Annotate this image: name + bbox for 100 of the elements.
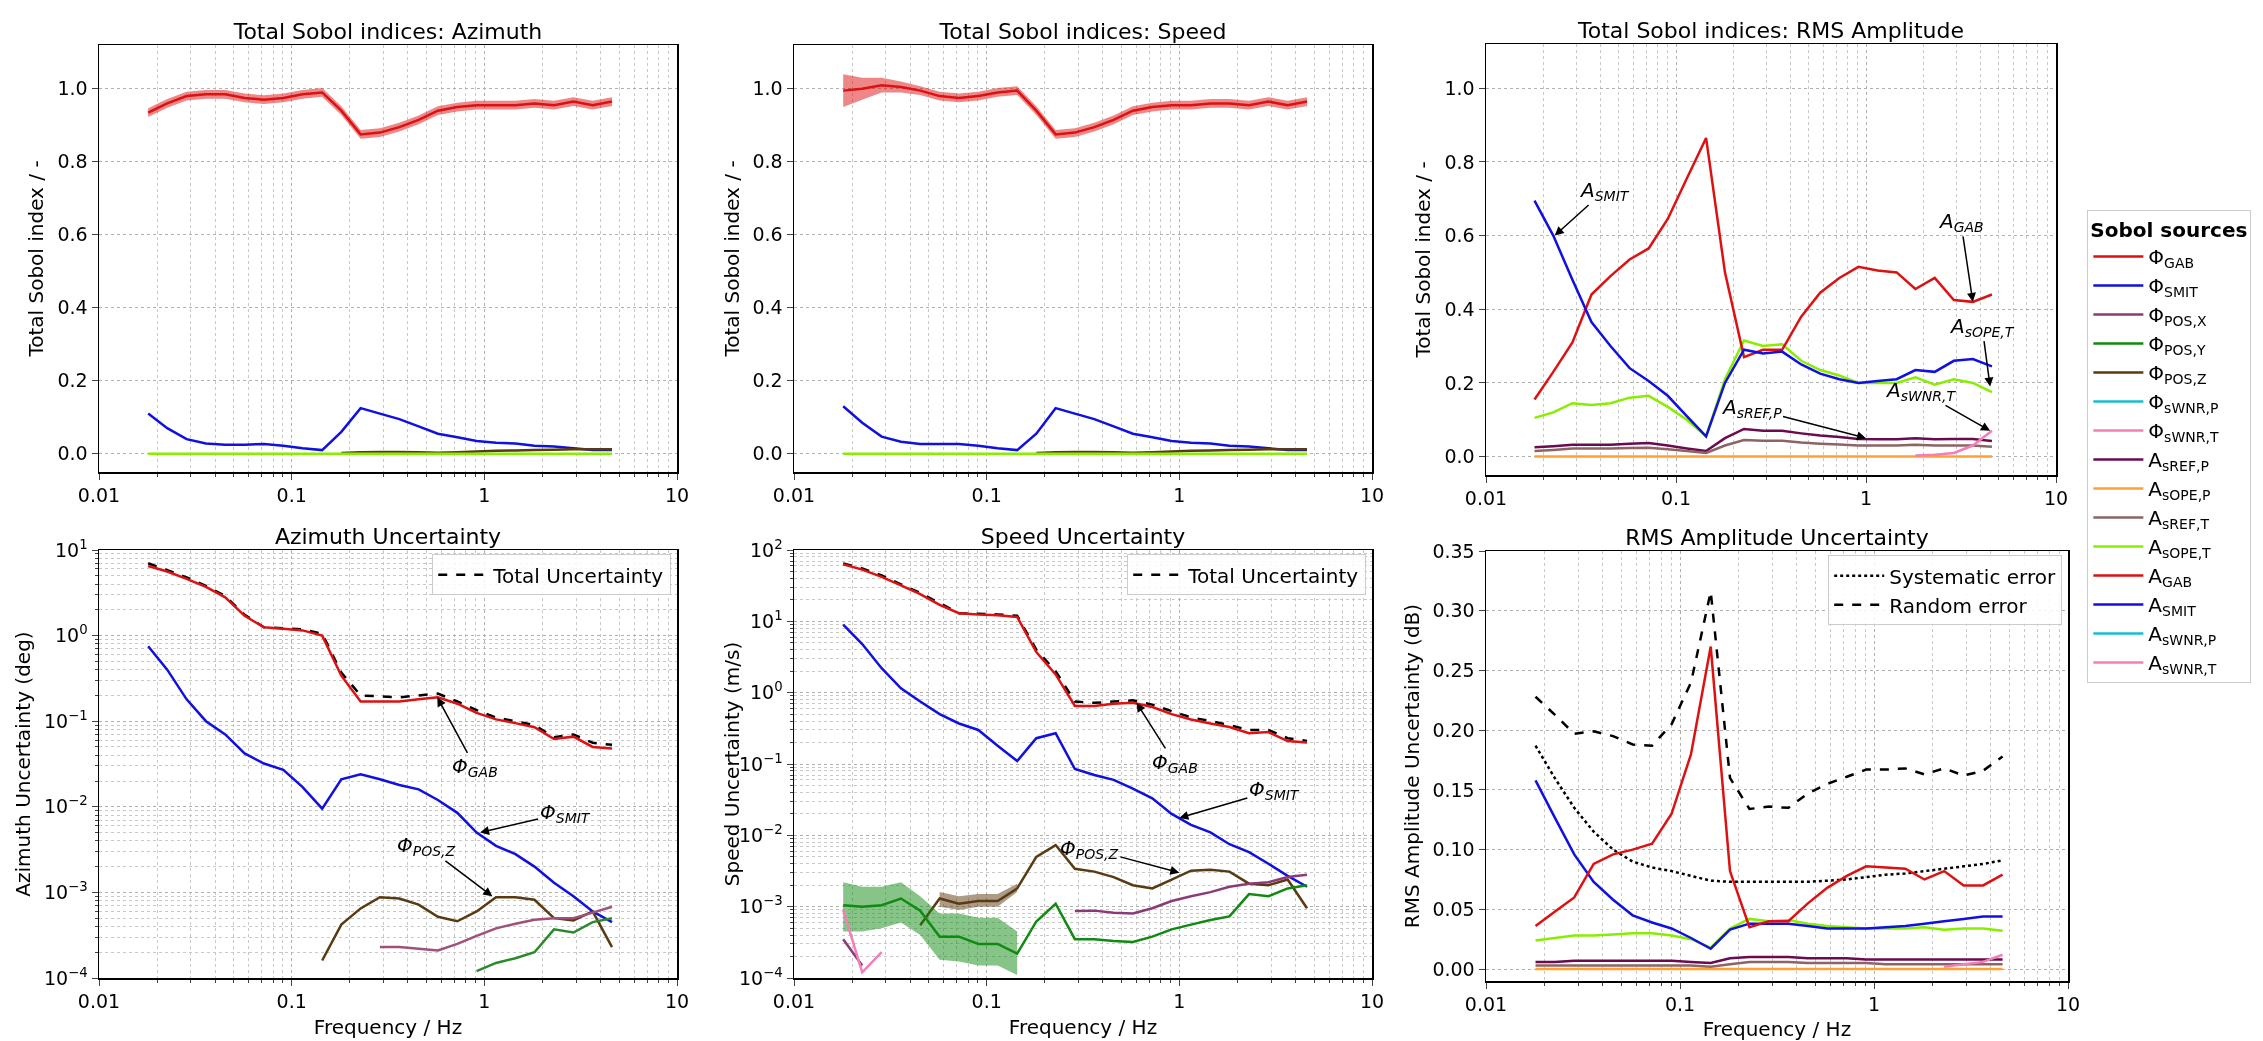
y-tick-label: 0.6	[752, 223, 783, 246]
legend-label: Φ$_{SMIT}$	[2148, 274, 2199, 301]
legend-title: Sobol sources	[2090, 217, 2248, 242]
y-tick-label: 10$^{1}$	[750, 608, 783, 632]
x-tick-label: 10	[664, 484, 690, 507]
y-tick-label: 0.30	[1432, 599, 1475, 622]
legend-label: Φ$_{POS,X}$	[2148, 303, 2207, 330]
y-tick-label: 0.4	[1444, 297, 1475, 320]
x-tick-label: 1	[1173, 484, 1186, 507]
legend-label: A$_{GAB}$	[2148, 564, 2193, 591]
legend-label: A$_{SMIT}$	[2148, 593, 2197, 620]
x-tick-label: 10	[2055, 993, 2081, 1016]
y-tick-label: 10$^{−3}$	[738, 893, 783, 918]
y-tick-label: 0.0	[57, 442, 88, 465]
annotation: A$_{GAB}$	[1938, 209, 1984, 236]
y-tick-label: 10$^{1}$	[55, 536, 88, 561]
x-tick-label: 0.01	[772, 484, 816, 507]
y-tick-label: 0.8	[1444, 150, 1475, 173]
x-axis-title: Frequency / Hz	[1008, 1014, 1158, 1039]
x-tick-label: 0.01	[77, 990, 121, 1013]
x-tick-label: 1	[1867, 993, 1881, 1016]
y-axis-title: Total Sobol index / -	[24, 160, 49, 358]
y-tick-label: 0.35	[1432, 539, 1475, 562]
y-tick-label: 0.20	[1432, 718, 1475, 741]
x-tick-label: 1	[478, 484, 491, 507]
line-series	[146, 645, 614, 924]
line-series	[841, 83, 1309, 136]
x-axis-title: Frequency / Hz	[313, 1014, 463, 1039]
legend-label: Total Uncertainty	[1187, 563, 1359, 588]
annotation: A$_{sOPE,T}$	[1949, 314, 2015, 341]
legend-label: A$_{sREF,P}$	[2148, 448, 2209, 475]
line-series	[1534, 779, 2004, 950]
chart-title: RMS Amplitude Uncertainty	[1625, 525, 1929, 550]
x-tick-label: 1	[1859, 487, 1873, 510]
y-tick-label: 10$^{2}$	[750, 536, 783, 561]
line-series	[1533, 438, 1994, 455]
legend-label: Φ$_{GAB}$	[2148, 245, 2195, 272]
x-tick-label: 0.01	[77, 484, 121, 507]
annotation: A$_{sREF,P}$	[1721, 395, 1783, 422]
y-tick-label: 0.0	[752, 442, 783, 465]
legend-label: Φ$_{POS,Y}$	[2148, 332, 2206, 359]
y-axis-title: Total Sobol index / -	[1411, 161, 1436, 359]
legend-label: Systematic error	[1889, 564, 2056, 589]
x-axis-title: Frequency / Hz	[1702, 1017, 1852, 1041]
legend-label: Φ$_{POS,Z}$	[2148, 361, 2207, 388]
y-tick-label: 0.0	[1444, 445, 1475, 468]
x-tick-label: 0.1	[1664, 993, 1696, 1016]
legend-label: Random error	[1889, 593, 2028, 618]
y-tick-label: 10$^{−1}$	[43, 707, 88, 732]
y-tick-label: 10$^{0}$	[55, 622, 88, 647]
legend-label: A$_{sWNR,P}$	[2148, 622, 2217, 649]
y-tick-label: 0.8	[57, 150, 88, 173]
annotation: Φ$_{POS,Z}$	[1060, 836, 1119, 863]
x-tick-label: 0.1	[276, 990, 307, 1013]
chart-title: Azimuth Uncertainty	[274, 524, 502, 549]
line-series	[841, 623, 1309, 889]
x-tick-label: 0.1	[276, 484, 307, 507]
legend-label: A$_{sOPE,P}$	[2148, 477, 2211, 504]
x-tick-label: 10	[1359, 990, 1385, 1013]
line-series	[378, 905, 614, 952]
annotation: Φ$_{SMIT}$	[1249, 777, 1300, 804]
x-tick-label: 1	[1173, 990, 1186, 1013]
chart-title: Total Sobol indices: Azimuth	[232, 19, 543, 44]
y-axis-title: Azimuth Uncertainty (deg)	[10, 631, 35, 897]
chart-title: Speed Uncertainty	[980, 524, 1186, 549]
y-tick-label: 1.0	[57, 77, 88, 100]
y-tick-label: 10$^{−4}$	[43, 964, 88, 989]
x-tick-label: 1	[478, 990, 491, 1013]
line-series	[1534, 645, 2004, 929]
annotation: Φ$_{GAB}$	[452, 754, 498, 781]
y-tick-label: 0.00	[1432, 957, 1475, 980]
x-tick-label: 0.1	[971, 484, 1002, 507]
y-tick-label: 10$^{−3}$	[43, 879, 88, 904]
y-tick-label: 1.0	[752, 77, 783, 100]
line-series	[475, 916, 614, 973]
x-tick-label: 0.01	[1464, 993, 1508, 1016]
line-series	[918, 843, 1309, 927]
y-tick-label: 0.8	[752, 150, 783, 173]
legend-label: A$_{sREF,T}$	[2148, 506, 2210, 533]
legend-label: Total Uncertainty	[492, 563, 664, 588]
y-axis-title: Total Sobol index / -	[720, 160, 744, 358]
y-tick-label: 0.2	[752, 369, 783, 392]
x-tick-label: 10	[1359, 484, 1385, 507]
y-tick-label: 0.05	[1432, 897, 1475, 920]
annotation: Φ$_{GAB}$	[1152, 750, 1198, 777]
line-series	[1533, 427, 1994, 453]
x-tick-label: 10	[664, 990, 690, 1013]
chart-title: Total Sobol indices: RMS Amplitude	[1577, 18, 1964, 43]
x-tick-label: 0.1	[1660, 487, 1692, 510]
y-tick-label: 0.4	[752, 296, 783, 319]
y-tick-label: 0.6	[1444, 224, 1475, 247]
y-axis-title: RMS Amplitude Uncertainty (dB)	[1400, 603, 1424, 929]
chart-title: Total Sobol indices: Speed	[938, 19, 1227, 44]
legend-label: A$_{sOPE,T}$	[2148, 535, 2212, 562]
y-tick-label: 10$^{0}$	[750, 679, 783, 704]
line-series	[841, 883, 1309, 955]
y-tick-label: 0.15	[1432, 778, 1475, 801]
y-tick-label: 0.25	[1432, 659, 1475, 682]
x-tick-label: 0.01	[1464, 487, 1508, 510]
y-tick-label: 0.2	[57, 369, 88, 392]
